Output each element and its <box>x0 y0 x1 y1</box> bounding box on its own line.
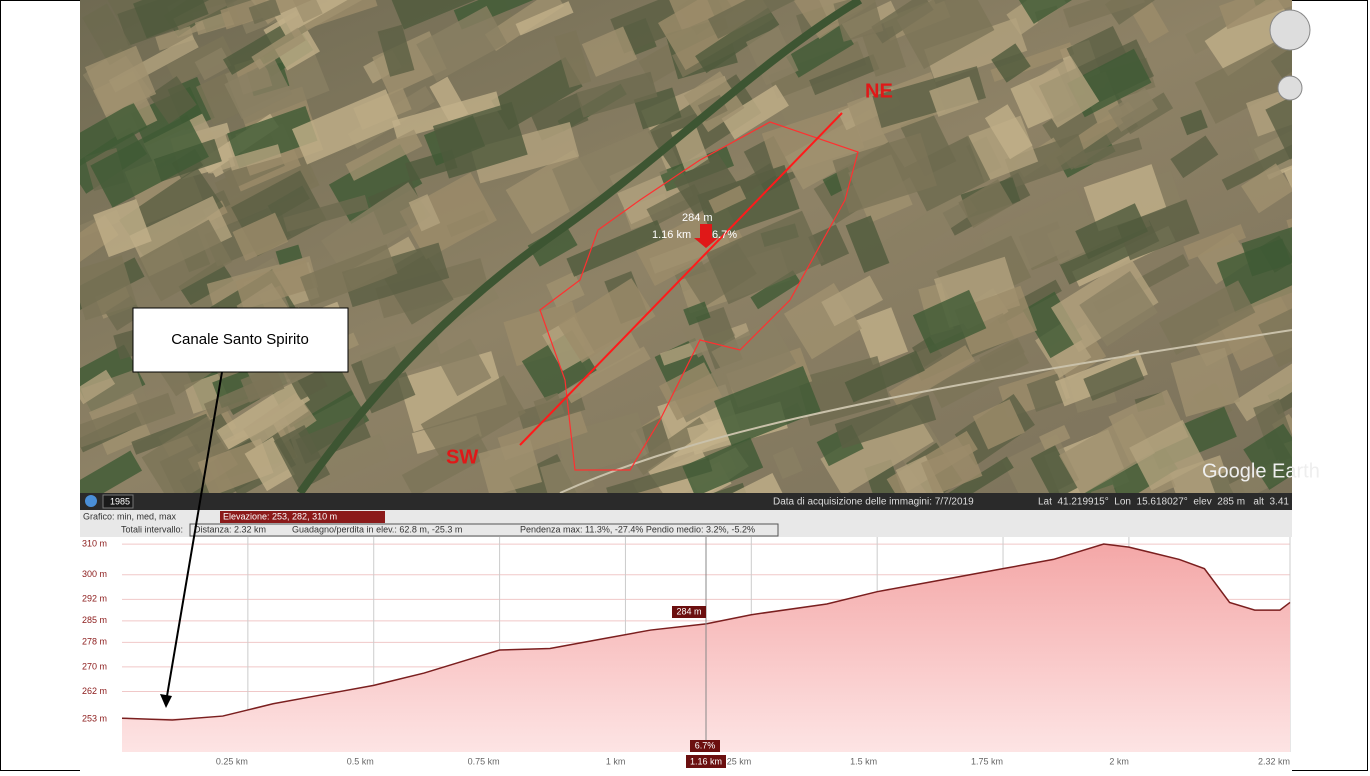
x-tick-label: 1.75 km <box>971 756 1003 766</box>
field <box>1292 291 1370 362</box>
map-slope: 6.7% <box>712 229 737 241</box>
y-tick-label: 262 m <box>82 686 107 696</box>
field <box>1296 314 1370 373</box>
sw-label: SW <box>446 446 478 468</box>
x-tick-label: 0.5 km <box>347 756 374 766</box>
field <box>1303 0 1370 26</box>
y-tick-label: 253 m <box>82 714 107 724</box>
watermark: Google Earth <box>1202 460 1320 482</box>
history-icon[interactable] <box>85 495 97 507</box>
capture-date: Data di acquisizione delle immagini: 7/7… <box>773 497 974 508</box>
field <box>1284 136 1370 219</box>
y-tick-label: 278 m <box>82 637 107 647</box>
distance: Distanza: 2.32 km <box>194 524 266 534</box>
zoom-control[interactable] <box>1278 76 1302 100</box>
map-elevation: 284 m <box>682 212 713 224</box>
x-tick-label: 1.5 km <box>850 756 877 766</box>
cursor-value-label: 284 m <box>676 606 701 616</box>
year: 1985 <box>110 496 130 506</box>
gain-loss: Guadagno/perdita in elev.: 62.8 m, -25.3… <box>292 524 462 534</box>
y-tick-label: 310 m <box>82 538 107 548</box>
x-tick-label: 2 km <box>1109 756 1129 766</box>
x-tick-label: 2.32 km <box>1258 756 1290 766</box>
satellite-map <box>60 0 1370 544</box>
x-tick-label: 0.25 km <box>216 756 248 766</box>
map-distance: 1.16 km <box>652 229 691 241</box>
field <box>1294 310 1370 404</box>
cursor-slope: 6.7% <box>695 740 716 750</box>
coords: Lat 41.219915° Lon 15.618027° elev 285 m… <box>1038 497 1289 508</box>
y-tick-label: 270 m <box>82 661 107 671</box>
callout-text: Canale Santo Spirito <box>171 331 309 348</box>
cursor-x-label: 1.16 km <box>690 756 722 766</box>
y-tick-label: 285 m <box>82 615 107 625</box>
chart-label: Grafico: min, med, max <box>83 511 177 521</box>
ne-label: NE <box>865 80 893 102</box>
y-tick-label: 300 m <box>82 569 107 579</box>
elevation-summary: Elevazione: 253, 282, 310 m <box>223 511 337 521</box>
totals-label: Totali intervallo: <box>121 524 183 534</box>
slope-summary: Pendenza max: 11.3%, -27.4% Pendio medio… <box>520 524 755 534</box>
screen: NE SW 284 m 1.16 km 6.7% Google Earth 19… <box>0 0 1370 771</box>
field <box>1308 78 1370 125</box>
nav-control[interactable] <box>1270 10 1310 50</box>
x-tick-label: 1 km <box>606 756 626 766</box>
y-tick-label: 292 m <box>82 594 107 604</box>
x-tick-label: 0.75 km <box>468 756 500 766</box>
